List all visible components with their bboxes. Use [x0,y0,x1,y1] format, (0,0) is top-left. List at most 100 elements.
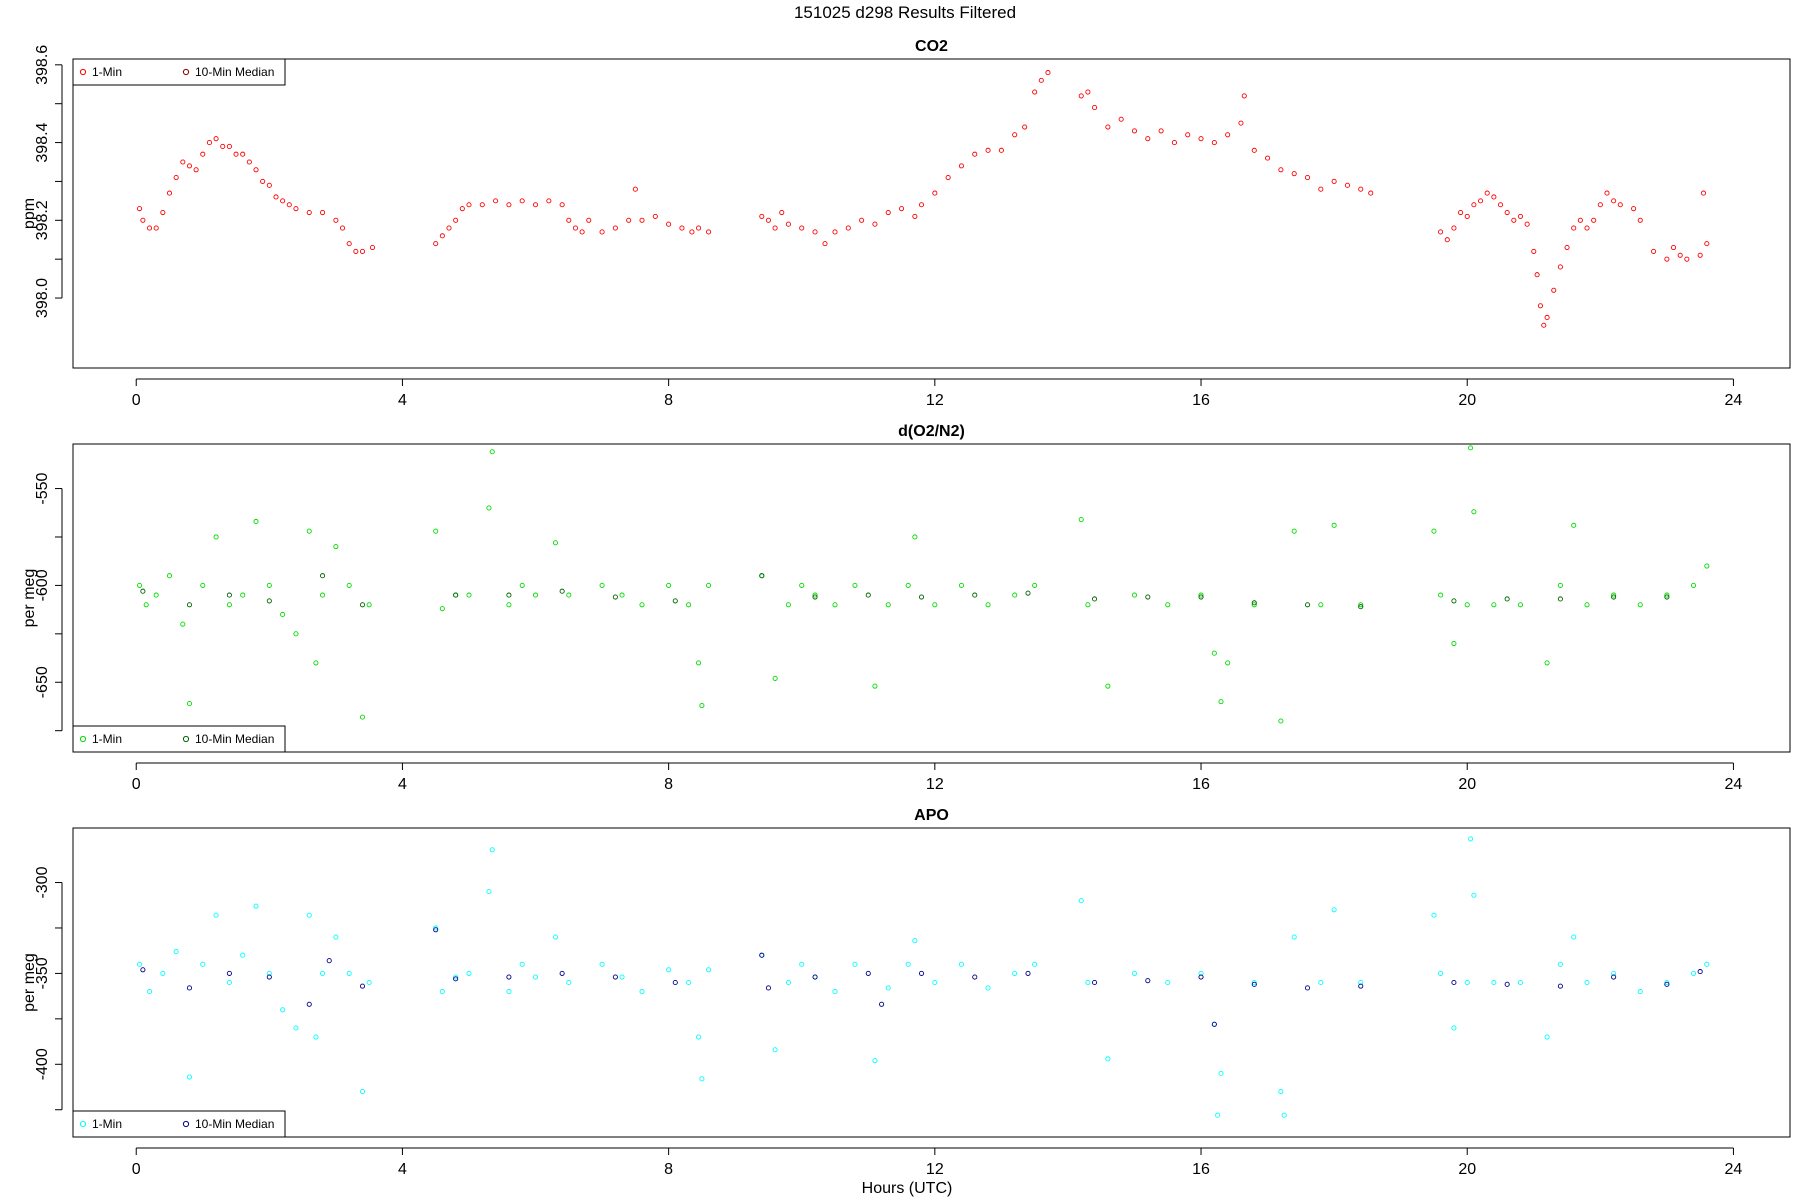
data-point [666,967,672,973]
data-point [885,209,891,216]
data-point [1032,89,1038,95]
data-point [1022,124,1028,130]
data-point [1690,970,1697,976]
data-point [1677,252,1683,258]
data-point [832,989,838,995]
data-point [1604,190,1610,196]
data-point [696,1034,702,1040]
data-point [306,912,312,918]
data-point [313,660,319,666]
data-point [872,221,878,227]
data-point [137,206,143,212]
data-point [166,573,173,579]
panel-1: CO2 0 4 8 12 16 20 24 398.0 398.2 398.4 398.6 ppm 1-M… [21,38,1791,409]
data-point [852,582,858,588]
data-point [1358,979,1364,986]
data-point [320,209,326,216]
x-tick-label: 12 [926,776,944,793]
data-point [1431,912,1437,918]
data-point [1704,563,1710,569]
data-point [1251,979,1257,986]
data-point [832,602,838,608]
data-point [639,989,645,995]
data-point [1544,660,1550,666]
x-tick-label: 24 [1725,776,1743,793]
data-point [266,970,272,976]
data-point [1544,1034,1550,1040]
data-point [359,714,366,720]
panel-title: CO2 [915,38,948,55]
legend-box [72,1110,286,1138]
data-point [220,143,226,150]
data-point [586,217,592,223]
data-point [1664,592,1670,598]
data-point [1541,322,1547,328]
legend-label: 1-Min [92,732,122,746]
data-point [899,206,905,212]
data-point [985,147,991,153]
data-point [1534,272,1540,278]
data-point [180,621,186,627]
y-tick-label: 398.4 [34,122,51,162]
data-point [912,938,918,944]
data-point [1304,985,1311,991]
data-point [1331,907,1337,913]
data-point [1368,190,1374,196]
data-point [859,217,865,223]
data-point [1358,983,1364,989]
data-point [759,573,765,579]
data-point [306,528,312,534]
data-point [1318,186,1324,192]
data-point [1331,522,1337,528]
data-point [200,961,206,967]
data-point [1318,602,1324,608]
data-point [1218,1070,1224,1076]
data-point [1491,602,1497,608]
data-point [1464,979,1470,986]
data-point [1291,171,1297,177]
data-point [1304,602,1311,608]
data-point [1597,202,1603,208]
data-point [1591,217,1597,223]
data-point [433,528,439,534]
data-point [612,594,618,600]
data-point [359,248,366,254]
data-point [200,151,206,157]
data-point [1471,202,1477,208]
data-point [1091,105,1098,111]
legend: 1-Min 10-Min Median [72,725,286,753]
data-point [240,151,246,157]
data-point [559,588,565,594]
data-point [1438,592,1444,598]
data-point [1451,1025,1457,1031]
data-point [479,202,485,208]
data-point [486,505,492,511]
data-point [493,198,499,204]
data-point [146,225,153,231]
data-point [266,182,272,188]
data-point [1171,140,1177,146]
legend-marker [182,1120,190,1128]
data-point [1238,120,1244,126]
y-tick-label: -300 [34,866,51,898]
data-point [1611,974,1617,980]
data-point [137,582,143,588]
data-point [872,1058,878,1064]
data-point [1491,194,1497,200]
data-point [666,221,672,227]
data-point [466,202,472,208]
data-point [1218,699,1224,705]
y-tick-label: -350 [34,957,51,989]
data-point [1451,979,1457,986]
data-point [1517,979,1524,986]
data-point [273,194,279,200]
data-point [1557,582,1563,588]
data-point [1504,981,1510,987]
data-point [699,702,705,709]
data-point [1551,287,1557,293]
data-point [1451,598,1457,604]
x-tick-label: 4 [398,1161,407,1178]
data-point [193,167,199,173]
data-point [353,248,359,254]
data-point [226,143,232,150]
